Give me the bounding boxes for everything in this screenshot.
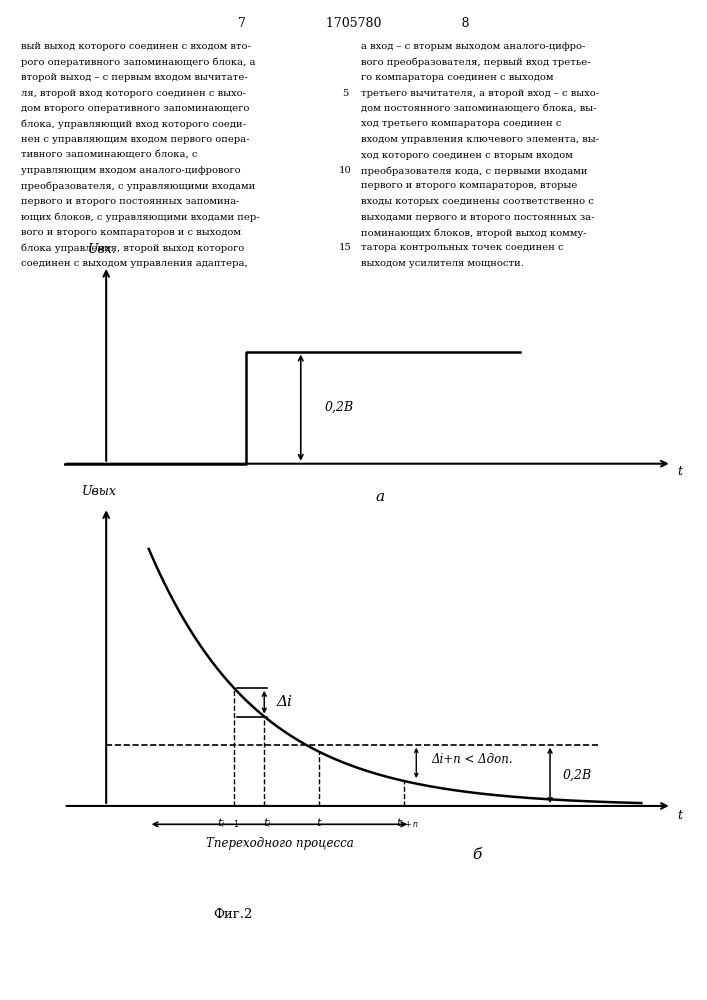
Text: $t$: $t$ [315, 816, 322, 828]
Text: преобразователя, с управляющими входами: преобразователя, с управляющими входами [21, 182, 255, 191]
Text: татора контрольных точек соединен с: татора контрольных точек соединен с [361, 243, 563, 252]
Text: Фиг.2: Фиг.2 [214, 908, 253, 922]
Text: дом второго оперативного запоминающего: дом второго оперативного запоминающего [21, 104, 250, 113]
Text: второй выход – с первым входом вычитате-: второй выход – с первым входом вычитате- [21, 73, 248, 82]
Text: 5: 5 [341, 89, 349, 98]
Text: $t_{i-1}$: $t_{i-1}$ [216, 816, 239, 830]
Text: 7                    1705780                    8: 7 1705780 8 [238, 17, 469, 30]
Text: вого и второго компараторов и с выходом: вого и второго компараторов и с выходом [21, 228, 241, 237]
Text: входы которых соединены соответственно с: входы которых соединены соответственно с [361, 197, 593, 206]
Text: ход которого соединен с вторым входом: ход которого соединен с вторым входом [361, 151, 573, 160]
Text: вый выход которого соединен с входом вто-: вый выход которого соединен с входом вто… [21, 42, 251, 51]
Text: Тпереходного процесса: Тпереходного процесса [206, 837, 354, 850]
Text: блока, управляющий вход которого соеди-: блока, управляющий вход которого соеди- [21, 119, 246, 129]
Text: третьего вычитателя, а второй вход – с выхо-: третьего вычитателя, а второй вход – с в… [361, 89, 599, 98]
Text: $t_i$: $t_i$ [263, 816, 271, 830]
Text: выходом усилителя мощности.: выходом усилителя мощности. [361, 259, 523, 268]
Text: ля, второй вход которого соединен с выхо-: ля, второй вход которого соединен с выхо… [21, 89, 246, 98]
Text: 15: 15 [339, 243, 351, 252]
Text: первого и второго постоянных запомина-: первого и второго постоянных запомина- [21, 197, 240, 206]
Text: а: а [375, 490, 385, 504]
Text: го компаратора соединен с выходом: го компаратора соединен с выходом [361, 73, 553, 82]
Text: t: t [678, 809, 683, 822]
Text: Uвх.: Uвх. [88, 243, 117, 256]
Text: ход третьего компаратора соединен с: ход третьего компаратора соединен с [361, 119, 561, 128]
Text: выходами первого и второго постоянных за-: выходами первого и второго постоянных за… [361, 213, 594, 222]
Text: ющих блоков, с управляющими входами пер-: ющих блоков, с управляющими входами пер- [21, 213, 260, 222]
Text: управляющим входом аналого-цифрового: управляющим входом аналого-цифрового [21, 166, 241, 175]
Text: поминающих блоков, второй выход комму-: поминающих блоков, второй выход комму- [361, 228, 586, 237]
Text: дом постоянного запоминающего блока, вы-: дом постоянного запоминающего блока, вы- [361, 104, 596, 113]
Text: 0,2В: 0,2В [562, 769, 591, 782]
Text: 0,2В: 0,2В [325, 401, 354, 414]
Text: Uвых: Uвых [82, 485, 117, 498]
Text: 10: 10 [339, 166, 351, 175]
Text: а вход – с вторым выходом аналого-цифро-: а вход – с вторым выходом аналого-цифро- [361, 42, 585, 51]
Text: вого преобразователя, первый вход третье-: вого преобразователя, первый вход третье… [361, 57, 590, 67]
Text: $t_{i+n}$: $t_{i+n}$ [396, 816, 419, 830]
Text: преобразователя кода, с первыми входами: преобразователя кода, с первыми входами [361, 166, 587, 176]
Text: б: б [472, 848, 481, 862]
Text: соединен с выходом управления адаптера,: соединен с выходом управления адаптера, [21, 259, 248, 268]
Text: Δi+n < Δдоп.: Δi+n < Δдоп. [431, 753, 513, 766]
Text: Δi: Δi [276, 695, 292, 709]
Text: первого и второго компараторов, вторые: первого и второго компараторов, вторые [361, 182, 577, 190]
Text: t: t [678, 465, 683, 478]
Text: входом управления ключевого элемента, вы-: входом управления ключевого элемента, вы… [361, 135, 599, 144]
Text: нен с управляющим входом первого опера-: нен с управляющим входом первого опера- [21, 135, 250, 144]
Text: тивного запоминающего блока, с: тивного запоминающего блока, с [21, 151, 198, 160]
Text: блока управления, второй выход которого: блока управления, второй выход которого [21, 243, 245, 253]
Text: рого оперативного запоминающего блока, а: рого оперативного запоминающего блока, а [21, 57, 256, 67]
